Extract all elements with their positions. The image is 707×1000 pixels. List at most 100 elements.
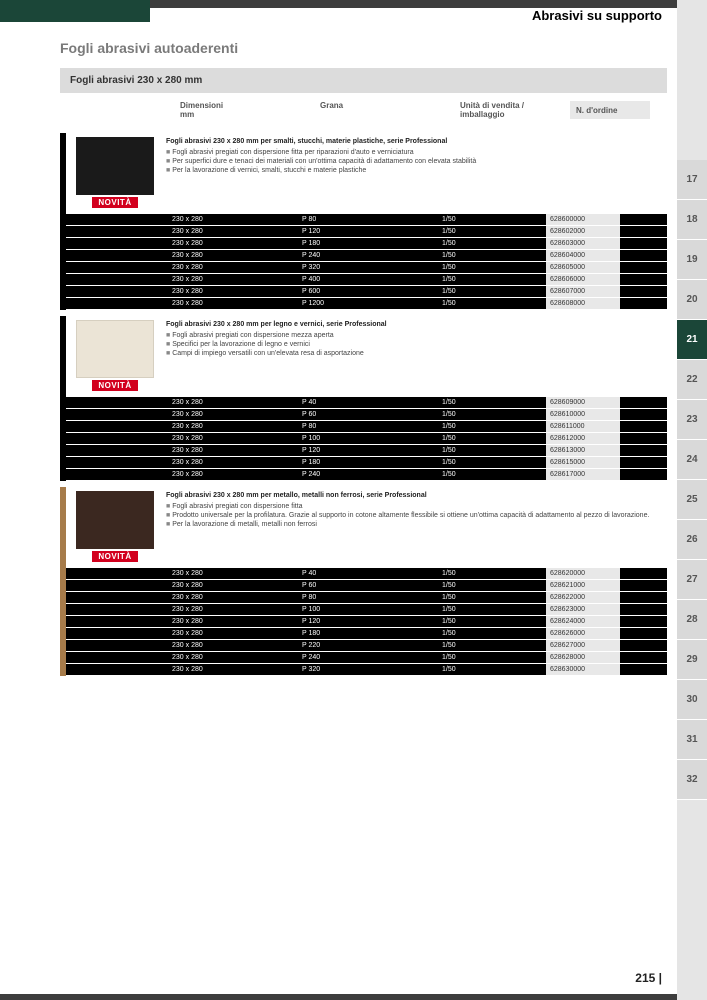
table-row: 230 x 280P 2401/50628628000: [66, 652, 667, 663]
cell-dimensions: 230 x 280: [162, 594, 302, 601]
cell-unit: 1/50: [442, 594, 546, 601]
cell-unit: 1/50: [442, 399, 546, 406]
product-image-wrap: NOVITÀ: [70, 137, 160, 208]
cell-order-no: 628610000: [546, 409, 620, 420]
cell-order-no: 628607000: [546, 286, 620, 297]
cell-unit: 1/50: [442, 459, 546, 466]
cell-order-no: 628626000: [546, 628, 620, 639]
cell-dimensions: 230 x 280: [162, 570, 302, 577]
table-row: 230 x 280P 1801/50628603000: [66, 238, 667, 249]
cell-dimensions: 230 x 280: [162, 300, 302, 307]
cell-unit: 1/50: [442, 423, 546, 430]
cell-grana: P 320: [302, 666, 442, 673]
side-tab-30[interactable]: 30: [677, 680, 707, 720]
side-tab-21[interactable]: 21: [677, 320, 707, 360]
cell-order-no: 628606000: [546, 274, 620, 285]
cell-grana: P 80: [302, 594, 442, 601]
cell-unit: 1/50: [442, 471, 546, 478]
table-row: 230 x 280P 1001/50628612000: [66, 433, 667, 444]
product-title: Fogli abrasivi 230 x 280 mm per legno e …: [166, 320, 667, 329]
cell-order-no: 628627000: [546, 640, 620, 651]
cell-dimensions: 230 x 280: [162, 411, 302, 418]
cell-dimensions: 230 x 280: [162, 471, 302, 478]
side-tab-31[interactable]: 31: [677, 720, 707, 760]
col-dimensions: Dimensioni mm: [180, 101, 320, 119]
side-tab-23[interactable]: 23: [677, 400, 707, 440]
cell-dimensions: 230 x 280: [162, 423, 302, 430]
table-row: 230 x 280P 6001/50628607000: [66, 286, 667, 297]
product-bullet: Fogli abrasivi pregiati con dispersione …: [166, 502, 667, 511]
side-tab-18[interactable]: 18: [677, 200, 707, 240]
cell-order-no: 628628000: [546, 652, 620, 663]
cell-order-no: 628605000: [546, 262, 620, 273]
cell-dimensions: 230 x 280: [162, 606, 302, 613]
cell-dimensions: 230 x 280: [162, 435, 302, 442]
cell-dimensions: 230 x 280: [162, 618, 302, 625]
cell-unit: 1/50: [442, 654, 546, 661]
novita-badge: NOVITÀ: [92, 197, 137, 208]
cell-unit: 1/50: [442, 666, 546, 673]
table-row: 230 x 280P 1201/50628624000: [66, 616, 667, 627]
cell-grana: P 60: [302, 411, 442, 418]
cell-grana: P 240: [302, 471, 442, 478]
cell-dimensions: 230 x 280: [162, 228, 302, 235]
product-image-wrap: NOVITÀ: [70, 320, 160, 391]
product-image-wrap: NOVITÀ: [70, 491, 160, 562]
section-header: Fogli abrasivi 230 x 280 mm: [60, 68, 667, 93]
table-row: 230 x 280P 1001/50628623000: [66, 604, 667, 615]
cell-unit: 1/50: [442, 570, 546, 577]
product-description: Fogli abrasivi 230 x 280 mm per metallo,…: [166, 491, 667, 562]
product-title: Fogli abrasivi 230 x 280 mm per metallo,…: [166, 491, 667, 500]
footer-bar: [0, 994, 677, 1000]
cell-grana: P 1200: [302, 300, 442, 307]
cell-grana: P 600: [302, 288, 442, 295]
table-row: 230 x 280P 2201/50628627000: [66, 640, 667, 651]
product-bullet: Prodotto universale per la profilatura. …: [166, 511, 667, 520]
side-tab-25[interactable]: 25: [677, 480, 707, 520]
cell-dimensions: 230 x 280: [162, 399, 302, 406]
cell-grana: P 40: [302, 570, 442, 577]
side-tabs: 17181920212223242526272829303132: [677, 160, 707, 800]
side-tab-20[interactable]: 20: [677, 280, 707, 320]
table-row: 230 x 280P 12001/50628608000: [66, 298, 667, 309]
cell-unit: 1/50: [442, 642, 546, 649]
cell-unit: 1/50: [442, 264, 546, 271]
cell-dimensions: 230 x 280: [162, 288, 302, 295]
cell-grana: P 320: [302, 264, 442, 271]
page-number: 215 |: [635, 971, 662, 985]
novita-badge: NOVITÀ: [92, 551, 137, 562]
side-tab-24[interactable]: 24: [677, 440, 707, 480]
cell-grana: P 180: [302, 240, 442, 247]
table-row: 230 x 280P 2401/50628604000: [66, 250, 667, 261]
product-bullet: Specifici per la lavorazione di legno e …: [166, 340, 667, 349]
cell-order-no: 628603000: [546, 238, 620, 249]
side-tab-28[interactable]: 28: [677, 600, 707, 640]
product-image: [76, 137, 154, 195]
main-content: Fogli abrasivi autoaderenti Fogli abrasi…: [60, 40, 667, 960]
side-tab-29[interactable]: 29: [677, 640, 707, 680]
table-row: 230 x 280P 401/50628609000: [66, 397, 667, 408]
side-tab-26[interactable]: 26: [677, 520, 707, 560]
table-row: 230 x 280P 3201/50628630000: [66, 664, 667, 675]
cell-dimensions: 230 x 280: [162, 666, 302, 673]
side-tab-32[interactable]: 32: [677, 760, 707, 800]
products-list: NOVITÀFogli abrasivi 230 x 280 mm per sm…: [60, 133, 667, 676]
cell-grana: P 40: [302, 399, 442, 406]
cell-order-no: 628608000: [546, 298, 620, 309]
side-tab-19[interactable]: 19: [677, 240, 707, 280]
cell-dimensions: 230 x 280: [162, 276, 302, 283]
product-description: Fogli abrasivi 230 x 280 mm per legno e …: [166, 320, 667, 391]
cell-unit: 1/50: [442, 300, 546, 307]
cell-unit: 1/50: [442, 276, 546, 283]
cell-grana: P 80: [302, 423, 442, 430]
product-bullet: Fogli abrasivi pregiati con dispersione …: [166, 331, 667, 340]
cell-order-no: 628600000: [546, 214, 620, 225]
side-tab-17[interactable]: 17: [677, 160, 707, 200]
table-row: 230 x 280P 1201/50628602000: [66, 226, 667, 237]
cell-grana: P 180: [302, 630, 442, 637]
page-title: Fogli abrasivi autoaderenti: [60, 40, 667, 56]
side-tab-27[interactable]: 27: [677, 560, 707, 600]
cell-unit: 1/50: [442, 435, 546, 442]
side-tab-22[interactable]: 22: [677, 360, 707, 400]
product-image: [76, 320, 154, 378]
